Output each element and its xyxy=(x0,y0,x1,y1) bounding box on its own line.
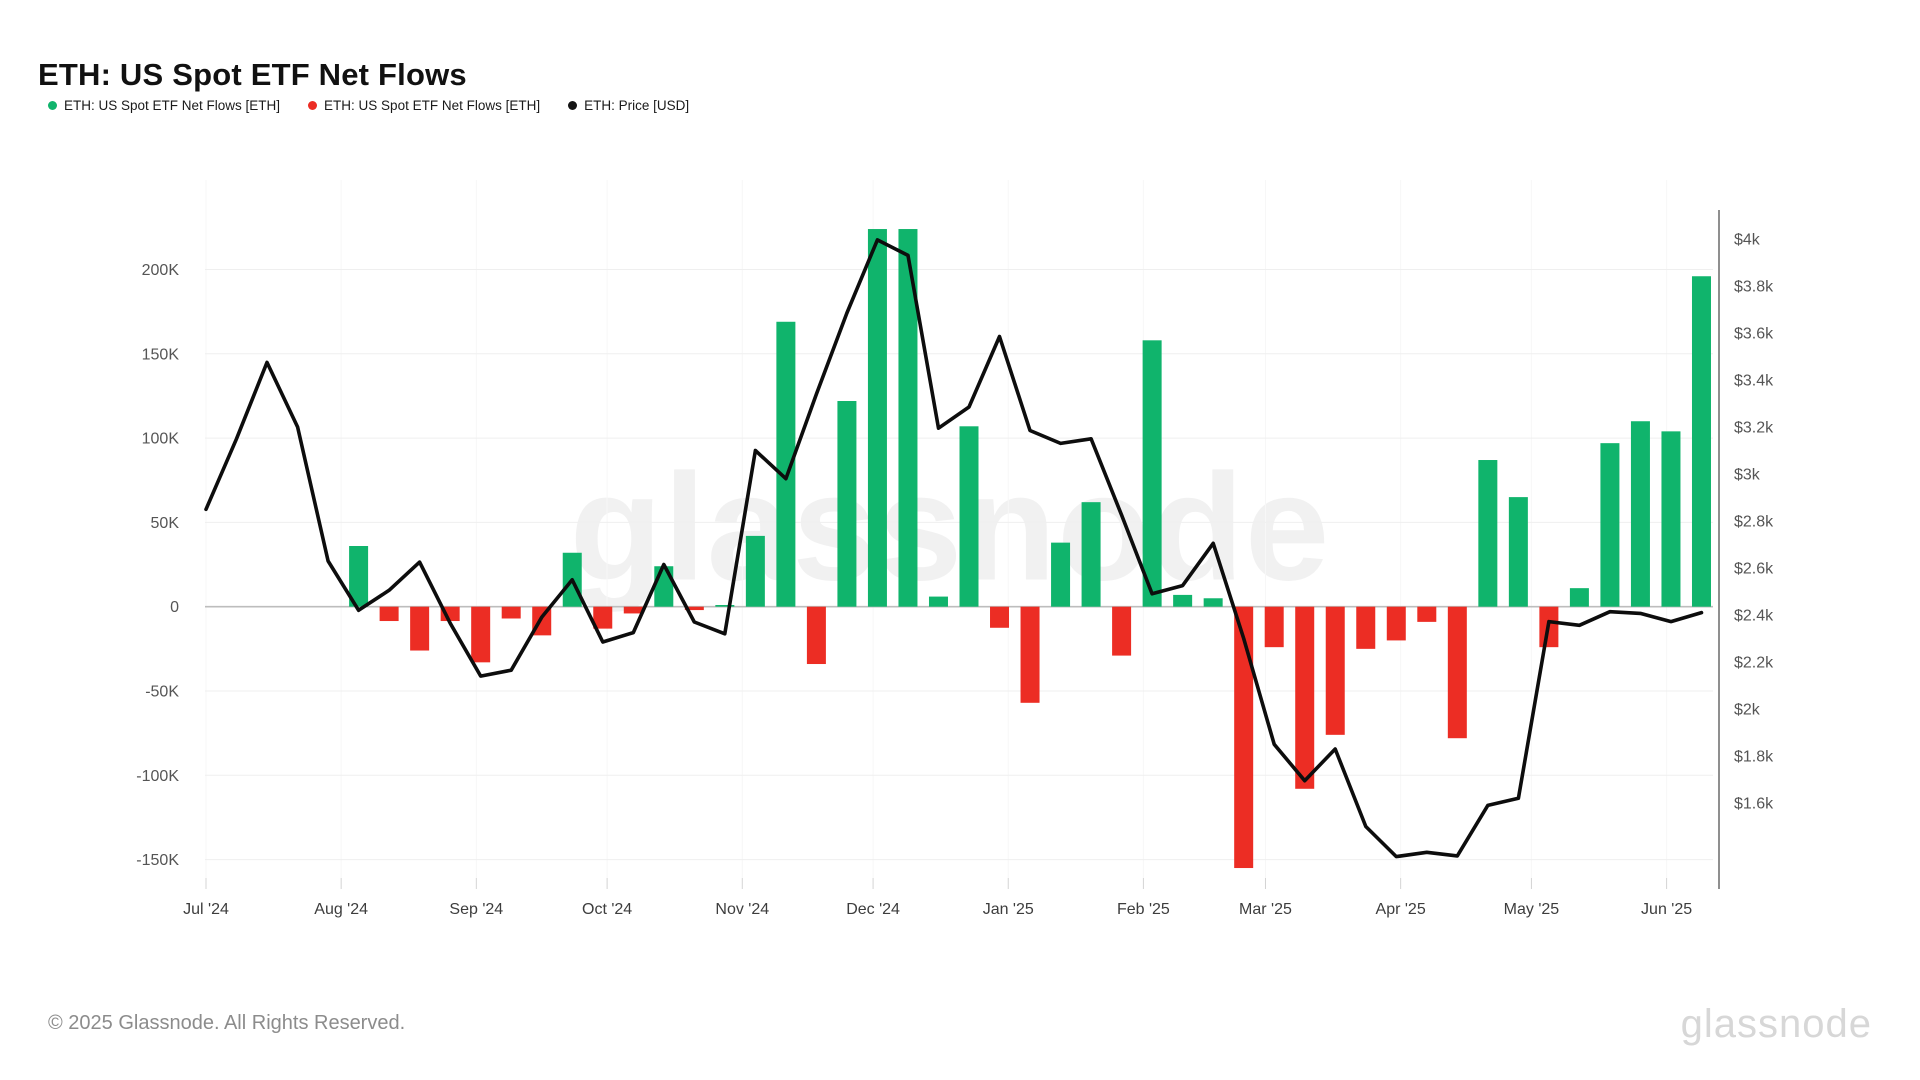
x-tick-label: Mar '25 xyxy=(1239,901,1292,918)
netflow-bar-positive[interactable] xyxy=(1203,598,1223,607)
x-tick-label: Dec '24 xyxy=(846,901,900,918)
right-tick-label: $3k xyxy=(1734,467,1761,484)
right-tick-label: $1.6k xyxy=(1734,796,1774,813)
x-tick-label: Jul '24 xyxy=(183,901,229,918)
netflow-bar-positive[interactable] xyxy=(1691,276,1711,607)
netflow-bar-negative[interactable] xyxy=(1112,606,1132,656)
netflow-bar-negative[interactable] xyxy=(806,606,826,665)
netflow-bar-negative[interactable] xyxy=(1295,606,1315,789)
netflow-bar-positive[interactable] xyxy=(1142,340,1162,607)
netflow-bar-negative[interactable] xyxy=(684,606,704,611)
left-tick-label: 200K xyxy=(142,262,180,279)
left-tick-label: -150K xyxy=(136,852,179,869)
netflow-bar-negative[interactable] xyxy=(410,606,430,651)
netflow-bar-negative[interactable] xyxy=(593,606,613,629)
copyright-text: © 2025 Glassnode. All Rights Reserved. xyxy=(48,1012,406,1034)
netflow-bar-negative[interactable] xyxy=(1386,606,1406,641)
netflow-bar-negative[interactable] xyxy=(1020,606,1040,703)
legend-label: ETH: US Spot ETF Net Flows [ETH] xyxy=(64,98,281,113)
netflow-bar-positive[interactable] xyxy=(1051,542,1071,607)
netflow-bar-positive[interactable] xyxy=(837,401,857,607)
legend: ETH: US Spot ETF Net Flows [ETH] ETH: US … xyxy=(48,98,689,113)
netflow-bar-positive[interactable] xyxy=(1600,443,1620,607)
right-tick-label: $2.6k xyxy=(1734,561,1774,578)
netflow-bar-positive[interactable] xyxy=(1173,594,1193,607)
netflow-bar-positive[interactable] xyxy=(776,321,796,607)
legend-item-2[interactable]: ETH: Price [USD] xyxy=(568,98,689,113)
netflow-bar-positive[interactable] xyxy=(654,566,674,607)
netflow-bar-positive[interactable] xyxy=(715,605,735,607)
legend-label: ETH: Price [USD] xyxy=(584,98,690,113)
left-tick-label: 50K xyxy=(151,515,180,532)
y-axis-right: $4k $3.8k $3.6k $3.4k $3.2k $3k $2.8k $2.6k $2.4… xyxy=(1718,210,1774,889)
left-tick-label: -100K xyxy=(136,768,179,785)
glassnode-logo: glassnode xyxy=(1680,1002,1872,1046)
netflow-bar-positive[interactable] xyxy=(928,596,948,607)
netflow-bar-positive[interactable] xyxy=(1661,431,1681,607)
right-tick-label: $2.2k xyxy=(1734,655,1774,672)
right-tick-label: $4k xyxy=(1734,232,1761,249)
legend-label: ETH: US Spot ETF Net Flows [ETH] xyxy=(324,98,541,113)
x-tick-label: Jun '25 xyxy=(1641,901,1692,918)
netflow-bar-negative[interactable] xyxy=(471,606,491,663)
netflow-bar-negative[interactable] xyxy=(1356,606,1376,649)
flow-bars xyxy=(349,229,1711,869)
right-tick-label: $3.8k xyxy=(1734,279,1774,296)
x-tick-label: May '25 xyxy=(1504,901,1560,918)
netflow-bar-negative[interactable] xyxy=(379,606,399,622)
netflow-bar-positive[interactable] xyxy=(349,546,369,607)
right-tick-label: $3.4k xyxy=(1734,373,1774,390)
netflow-bar-negative[interactable] xyxy=(1234,606,1254,869)
right-tick-label: $3.2k xyxy=(1734,420,1774,437)
netflow-bar-negative[interactable] xyxy=(623,606,643,614)
legend-dot-icon xyxy=(48,101,57,110)
netflow-bar-negative[interactable] xyxy=(1417,606,1437,622)
netflow-bar-negative[interactable] xyxy=(990,606,1010,628)
right-tick-label: $2k xyxy=(1734,702,1761,719)
x-tick-label: Sep '24 xyxy=(449,901,503,918)
netflow-bar-negative[interactable] xyxy=(1447,606,1467,739)
left-tick-label: 150K xyxy=(142,346,180,363)
right-tick-label: $3.6k xyxy=(1734,326,1774,343)
netflow-bar-positive[interactable] xyxy=(745,535,765,607)
netflow-bar-negative[interactable] xyxy=(1264,606,1284,648)
x-axis: Jul '24 Aug '24 Sep '24 Oct '24 Nov '24 Dec '… xyxy=(183,180,1692,918)
right-tick-label: $2.8k xyxy=(1734,514,1774,531)
x-tick-label: Apr '25 xyxy=(1376,901,1426,918)
x-tick-label: Feb '25 xyxy=(1117,901,1170,918)
right-tick-label: $2.4k xyxy=(1734,608,1774,625)
legend-item-1[interactable]: ETH: US Spot ETF Net Flows [ETH] xyxy=(308,98,540,113)
netflow-bar-positive[interactable] xyxy=(1478,460,1498,607)
right-tick-label: $1.8k xyxy=(1734,749,1774,766)
legend-item-0[interactable]: ETH: US Spot ETF Net Flows [ETH] xyxy=(48,98,280,113)
netflow-bar-positive[interactable] xyxy=(1569,588,1589,607)
left-tick-label: 100K xyxy=(142,431,180,448)
price-line[interactable] xyxy=(204,238,1704,859)
page-title: ETH: US Spot ETF Net Flows xyxy=(38,56,467,92)
netflow-bar-positive[interactable] xyxy=(1081,502,1101,607)
x-tick-label: Oct '24 xyxy=(582,901,632,918)
legend-dot-icon xyxy=(568,101,578,110)
netflow-bar-positive[interactable] xyxy=(1630,421,1650,607)
x-tick-label: Jan '25 xyxy=(983,901,1034,918)
netflow-bar-negative[interactable] xyxy=(501,606,521,619)
netflow-bar-positive[interactable] xyxy=(898,229,918,607)
left-tick-label: -50K xyxy=(145,684,179,701)
legend-dot-icon xyxy=(308,101,318,110)
left-tick-label: 0 xyxy=(170,599,179,616)
x-tick-label: Aug '24 xyxy=(314,901,368,918)
netflow-bar-negative[interactable] xyxy=(1325,606,1345,735)
netflow-bar-positive[interactable] xyxy=(867,229,887,607)
netflow-bar-positive[interactable] xyxy=(959,426,979,607)
x-tick-label: Nov '24 xyxy=(715,901,769,918)
netflow-bar-positive[interactable] xyxy=(1508,497,1528,607)
